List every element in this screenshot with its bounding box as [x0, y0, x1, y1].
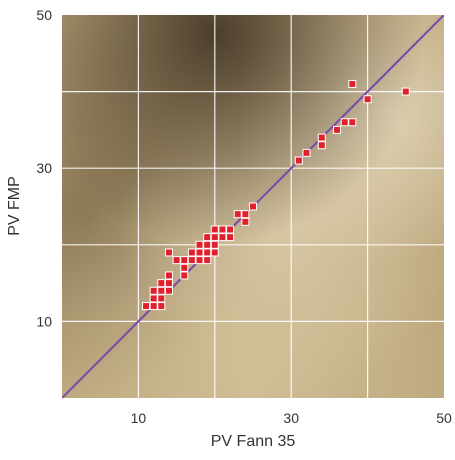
data-points [142, 79, 410, 311]
data-point [164, 286, 173, 295]
x-tick-label: 30 [283, 410, 299, 426]
data-point [203, 240, 212, 249]
data-point [233, 210, 242, 219]
data-point [149, 294, 158, 303]
data-point [210, 248, 219, 257]
data-point [333, 125, 342, 134]
data-point [210, 225, 219, 234]
y-tick-labels: 10 30 50 [36, 7, 52, 329]
data-point [203, 248, 212, 257]
data-point [401, 87, 410, 96]
data-point [294, 156, 303, 165]
data-point [210, 240, 219, 249]
data-point [157, 279, 166, 288]
data-point [180, 271, 189, 280]
data-point [164, 279, 173, 288]
x-axis-label: PV Fann 35 [211, 433, 296, 450]
data-point [363, 95, 372, 104]
data-point [195, 256, 204, 265]
data-point [195, 240, 204, 249]
data-point [157, 294, 166, 303]
data-point [218, 233, 227, 242]
data-point [241, 210, 250, 219]
data-point [340, 118, 349, 127]
data-point [302, 148, 311, 157]
data-point [195, 248, 204, 257]
data-point [157, 286, 166, 295]
data-point [317, 133, 326, 142]
y-tick-label: 50 [36, 7, 52, 23]
data-point [203, 233, 212, 242]
x-tick-labels: 10 30 50 [131, 410, 452, 426]
y-tick-label: 30 [36, 160, 52, 176]
data-point [164, 248, 173, 257]
x-tick-label: 50 [436, 410, 452, 426]
data-point [348, 118, 357, 127]
data-point [203, 256, 212, 265]
data-point [226, 225, 235, 234]
data-point [157, 302, 166, 311]
grid-lines [62, 15, 444, 398]
data-point [142, 302, 151, 311]
data-point [218, 225, 227, 234]
data-point [187, 248, 196, 257]
data-point [241, 217, 250, 226]
data-point [172, 256, 181, 265]
x-tick-label: 10 [131, 410, 147, 426]
data-point [164, 271, 173, 280]
data-point [187, 256, 196, 265]
y-tick-label: 10 [36, 313, 52, 329]
data-point [249, 202, 257, 211]
data-point [317, 141, 326, 150]
data-point [210, 233, 219, 242]
data-point [226, 233, 235, 242]
data-point [149, 302, 158, 311]
data-point [149, 286, 158, 295]
data-point [180, 263, 189, 272]
data-point [180, 256, 189, 265]
y-axis-label: PV FMP [6, 176, 23, 236]
data-point [348, 79, 357, 88]
